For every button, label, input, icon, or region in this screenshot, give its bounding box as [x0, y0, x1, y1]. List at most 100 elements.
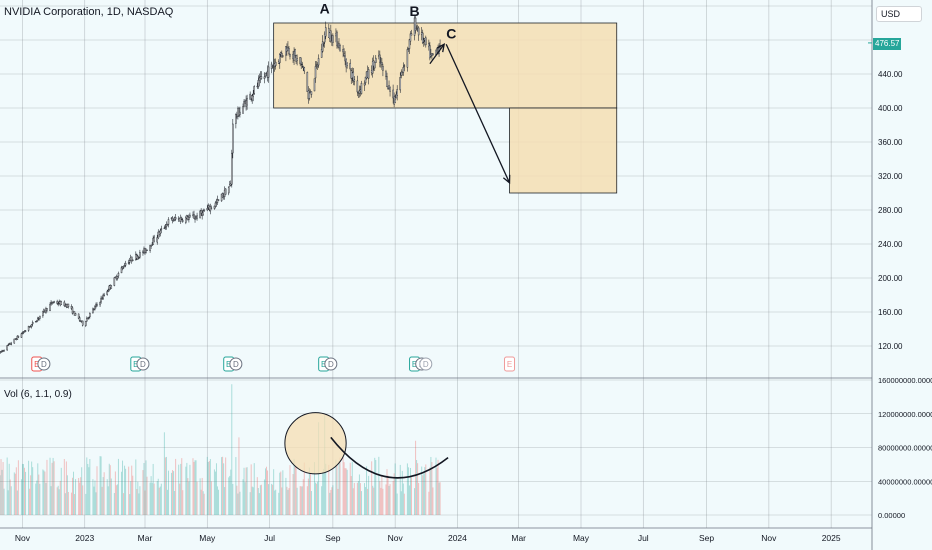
volume-bar	[87, 463, 89, 515]
volume-bar	[171, 472, 173, 515]
volume-bar	[315, 482, 317, 515]
candle-body	[302, 65, 305, 68]
candle-body	[289, 54, 291, 57]
volume-bar	[387, 475, 389, 515]
volume-bar	[332, 485, 334, 515]
volume-bar	[164, 457, 166, 515]
volume-bar	[44, 471, 46, 515]
x-tick-label: Mar	[511, 533, 526, 543]
volume-bar	[67, 491, 69, 515]
dividend-marker[interactable]: D	[37, 357, 51, 371]
volume-bar	[339, 457, 341, 515]
volume-bar	[208, 461, 210, 515]
event-marker-label: E	[321, 360, 326, 369]
candle-body	[375, 57, 377, 63]
event-markers[interactable]: EDEDEDEDEDDE	[31, 356, 516, 372]
candle-body	[146, 249, 148, 251]
candle-body	[123, 265, 126, 267]
volume-bar	[94, 480, 96, 515]
candle-body	[410, 33, 413, 36]
drawings-front[interactable]: A B C	[284, 1, 511, 479]
volume-bar	[215, 463, 217, 515]
target-box[interactable]	[509, 107, 618, 194]
volume-bar	[39, 483, 41, 515]
candle-body	[157, 231, 160, 239]
volume-bar	[286, 486, 288, 515]
volume-bar	[49, 457, 51, 515]
volume-bar	[174, 491, 176, 515]
candle-body	[246, 98, 248, 106]
volume-bar	[145, 460, 147, 515]
dividend-marker[interactable]: D	[419, 357, 433, 371]
candle-body	[220, 193, 223, 202]
dividend-marker[interactable]: D	[136, 357, 150, 371]
wave-label-a[interactable]: A	[320, 1, 330, 17]
candle-body	[120, 267, 123, 274]
candle-body	[281, 53, 283, 57]
volume-bar	[130, 481, 132, 515]
volume-bar	[38, 474, 40, 515]
wave-label-c[interactable]: C	[446, 25, 456, 41]
candle-body	[107, 290, 109, 292]
volume-bar	[236, 485, 238, 515]
price-tick-label: 240.00	[878, 240, 903, 249]
volume-bar	[267, 470, 269, 515]
volume-bar	[150, 476, 152, 515]
earnings-marker[interactable]: E	[504, 356, 516, 372]
currency-button[interactable]: USD	[876, 6, 922, 22]
candle-body	[353, 79, 356, 82]
candle-body	[396, 89, 398, 96]
volume-bar	[238, 437, 240, 515]
dividend-marker[interactable]: D	[229, 357, 243, 371]
volume-tick-label: 40000000.00000	[878, 477, 932, 486]
volume-bar	[414, 488, 416, 515]
volume-bar	[223, 463, 225, 515]
candle-body	[382, 65, 384, 71]
volume-indicator-label[interactable]: Vol (6, 1.1, 0.9)	[4, 389, 72, 400]
volume-bar	[374, 457, 376, 515]
volume-bar	[0, 475, 1, 515]
candle-body	[206, 208, 209, 211]
candle-body	[235, 113, 237, 124]
candle-body	[3, 350, 5, 352]
volume-bar	[125, 468, 127, 515]
volume-bar	[63, 459, 65, 515]
volume-bar	[342, 457, 344, 515]
volume-bar	[359, 483, 361, 515]
drawings[interactable]	[273, 22, 618, 194]
volume-bar	[114, 471, 116, 515]
volume-circle[interactable]	[284, 412, 347, 475]
volume-bar	[313, 462, 315, 515]
volume-bar	[278, 492, 280, 515]
volume-bar	[138, 493, 140, 515]
volume-bar	[372, 485, 374, 515]
volume-curve[interactable]	[330, 436, 449, 479]
candle-body	[10, 343, 12, 345]
volume-bar	[328, 464, 330, 515]
dividend-badge	[136, 357, 150, 371]
volume-bar	[160, 483, 162, 515]
event-marker-label: E	[34, 360, 39, 369]
candle-body	[122, 266, 125, 269]
volume-bar	[409, 467, 411, 515]
candles	[0, 14, 441, 354]
wave-label-b[interactable]: B	[409, 3, 419, 19]
volume-bar	[246, 467, 248, 515]
volume-bar	[358, 474, 360, 515]
candle-body	[167, 219, 170, 225]
arrow-down[interactable]	[445, 43, 511, 184]
candle-body	[17, 335, 20, 338]
candle-body	[253, 86, 255, 94]
dividend-marker[interactable]: D	[324, 357, 338, 371]
candle-body	[386, 76, 388, 88]
candle-body	[131, 259, 134, 261]
volume-bar	[231, 384, 233, 515]
arrow-up[interactable]	[429, 43, 445, 65]
chart-title: NVIDIA Corporation, 1D, NASDAQ	[4, 6, 174, 18]
candle-body	[163, 227, 166, 229]
volume-bar	[143, 463, 145, 515]
candle-body	[110, 285, 113, 289]
